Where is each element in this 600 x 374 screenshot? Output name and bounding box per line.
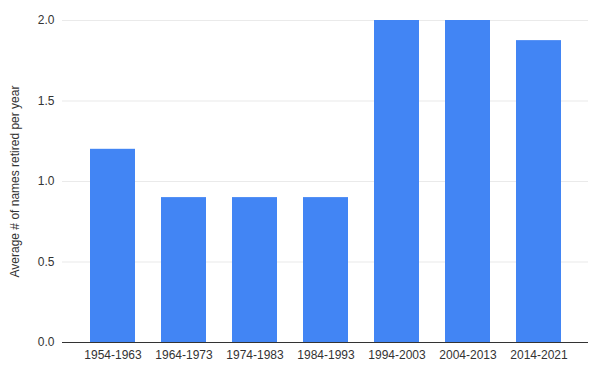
svg-text:1964-1973: 1964-1973: [155, 348, 213, 362]
svg-text:1.5: 1.5: [38, 94, 55, 108]
svg-text:0.5: 0.5: [38, 255, 55, 269]
svg-text:1954-1963: 1954-1963: [84, 348, 142, 362]
svg-text:Average # of names retired per: Average # of names retired per year: [8, 86, 22, 278]
svg-text:1974-1983: 1974-1983: [226, 348, 284, 362]
svg-text:1994-2003: 1994-2003: [368, 348, 426, 362]
svg-text:2004-2013: 2004-2013: [439, 348, 497, 362]
svg-text:0.0: 0.0: [38, 335, 55, 349]
svg-text:2.0: 2.0: [38, 13, 55, 27]
svg-text:2014-2021: 2014-2021: [510, 348, 568, 362]
svg-text:1.0: 1.0: [38, 174, 55, 188]
svg-text:1984-1993: 1984-1993: [297, 348, 355, 362]
